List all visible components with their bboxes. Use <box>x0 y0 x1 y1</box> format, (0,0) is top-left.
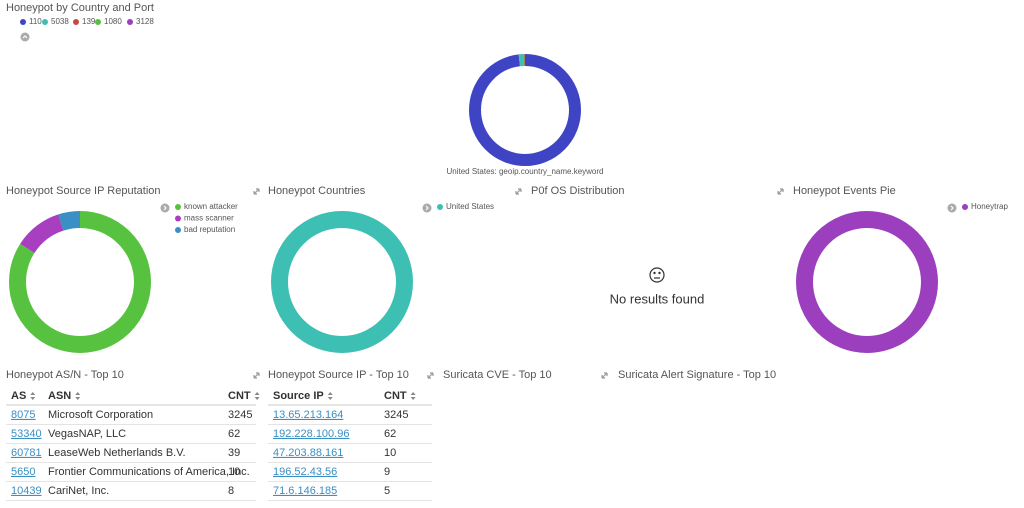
legend-toggle[interactable] <box>20 32 30 42</box>
expand-icons <box>253 188 784 379</box>
table-cell: VegasNAP, LLC <box>48 428 126 440</box>
legend-label[interactable]: 5038 <box>51 17 69 26</box>
expand-icon[interactable] <box>515 188 522 195</box>
sort-icon[interactable] <box>75 392 81 400</box>
sort-icon[interactable] <box>410 392 416 400</box>
table-link[interactable]: 13.65.213.164 <box>273 409 343 421</box>
legend-label[interactable]: 139 <box>82 17 96 26</box>
pie-slice[interactable] <box>796 211 938 353</box>
pie-slice[interactable] <box>271 211 413 353</box>
legend-label[interactable]: 3128 <box>136 17 154 26</box>
legend-swatch <box>962 204 968 210</box>
legend-swatch <box>127 19 133 25</box>
table-cell: 8 <box>228 485 234 497</box>
table-link[interactable]: 10439 <box>11 485 42 497</box>
panel-title: Suricata Alert Signature - Top 10 <box>618 369 776 381</box>
legend-swatch <box>175 227 181 233</box>
pie-slice[interactable] <box>469 54 581 166</box>
table-cell: LeaseWeb Netherlands B.V. <box>48 447 186 459</box>
legend-label[interactable]: bad reputation <box>184 225 235 234</box>
expand-icon[interactable] <box>253 372 260 379</box>
expand-icon[interactable] <box>253 188 260 195</box>
panel-title: Honeypot AS/N - Top 10 <box>6 369 124 381</box>
legend-swatch <box>95 19 101 25</box>
table-link[interactable]: 71.6.146.185 <box>273 485 337 497</box>
table-cell: 62 <box>384 428 396 440</box>
table-link[interactable]: 192.228.100.96 <box>273 428 349 440</box>
table-link[interactable]: 5650 <box>11 466 35 478</box>
legend-label[interactable]: mass scanner <box>184 214 234 223</box>
expand-icon[interactable] <box>427 372 434 379</box>
table-cell: 10 <box>384 447 396 459</box>
table-cell: 39 <box>228 447 240 459</box>
column-header[interactable]: ASN <box>48 390 71 402</box>
no-results: No results found <box>610 291 705 306</box>
table-cell: 62 <box>228 428 240 440</box>
legend-swatch <box>20 19 26 25</box>
legend-label[interactable]: Honeytrap <box>971 202 1008 211</box>
legend-label[interactable]: known attacker <box>184 202 238 211</box>
legend-swatch <box>42 19 48 25</box>
table-link[interactable]: 196.52.43.56 <box>273 466 337 478</box>
legend-toggle[interactable] <box>947 203 957 213</box>
legend-swatch <box>73 19 79 25</box>
table-link[interactable]: 60781 <box>11 447 42 459</box>
pie-slice[interactable] <box>9 211 151 353</box>
sort-icon[interactable] <box>327 392 333 400</box>
legend-swatch <box>175 215 181 222</box>
panel-title: Honeypot Events Pie <box>793 185 896 197</box>
table-cell: CariNet, Inc. <box>48 485 109 497</box>
slice-label: United States: geoip.country_name.keywor… <box>447 167 604 176</box>
empty-icon <box>649 267 665 283</box>
legend-label[interactable]: United States <box>446 202 494 211</box>
panel-title: Suricata CVE - Top 10 <box>443 369 552 381</box>
expand-icon[interactable] <box>777 188 784 195</box>
column-header[interactable]: CNT <box>384 390 407 402</box>
table-link[interactable]: 47.203.88.161 <box>273 447 343 459</box>
pie-slice[interactable] <box>469 54 581 166</box>
legend-swatch <box>437 204 443 210</box>
legend-toggle[interactable] <box>160 203 170 213</box>
panel-title: Honeypot Countries <box>268 185 366 197</box>
table-cell: Frontier Communications of America, Inc. <box>48 466 250 478</box>
sort-icon[interactable] <box>30 392 36 400</box>
table-cell: 3245 <box>228 409 252 421</box>
legend-label[interactable]: 1080 <box>104 17 122 26</box>
panel-title: Honeypot by Country and Port <box>6 2 154 14</box>
table-cell: Microsoft Corporation <box>48 409 153 421</box>
expand-icon[interactable] <box>601 372 608 379</box>
table-cell: 9 <box>384 466 390 478</box>
panel-title: Honeypot Source IP - Top 10 <box>268 369 409 381</box>
legend-toggle[interactable] <box>422 203 432 213</box>
column-header[interactable]: CNT <box>228 390 251 402</box>
column-header[interactable]: Source IP <box>273 390 324 402</box>
table-cell: 5 <box>384 485 390 497</box>
sort-icon[interactable] <box>254 392 260 400</box>
table-cell: 3245 <box>384 409 408 421</box>
panel-title: P0f OS Distribution <box>531 185 625 197</box>
panel-title: Honeypot Source IP Reputation <box>6 185 161 197</box>
table-link[interactable]: 8075 <box>11 409 35 421</box>
table-link[interactable]: 53340 <box>11 428 42 440</box>
legend-label[interactable]: 110 <box>29 17 42 26</box>
column-header[interactable]: AS <box>11 390 26 402</box>
table-cell: 10 <box>228 466 240 478</box>
legend-swatch <box>175 204 181 210</box>
